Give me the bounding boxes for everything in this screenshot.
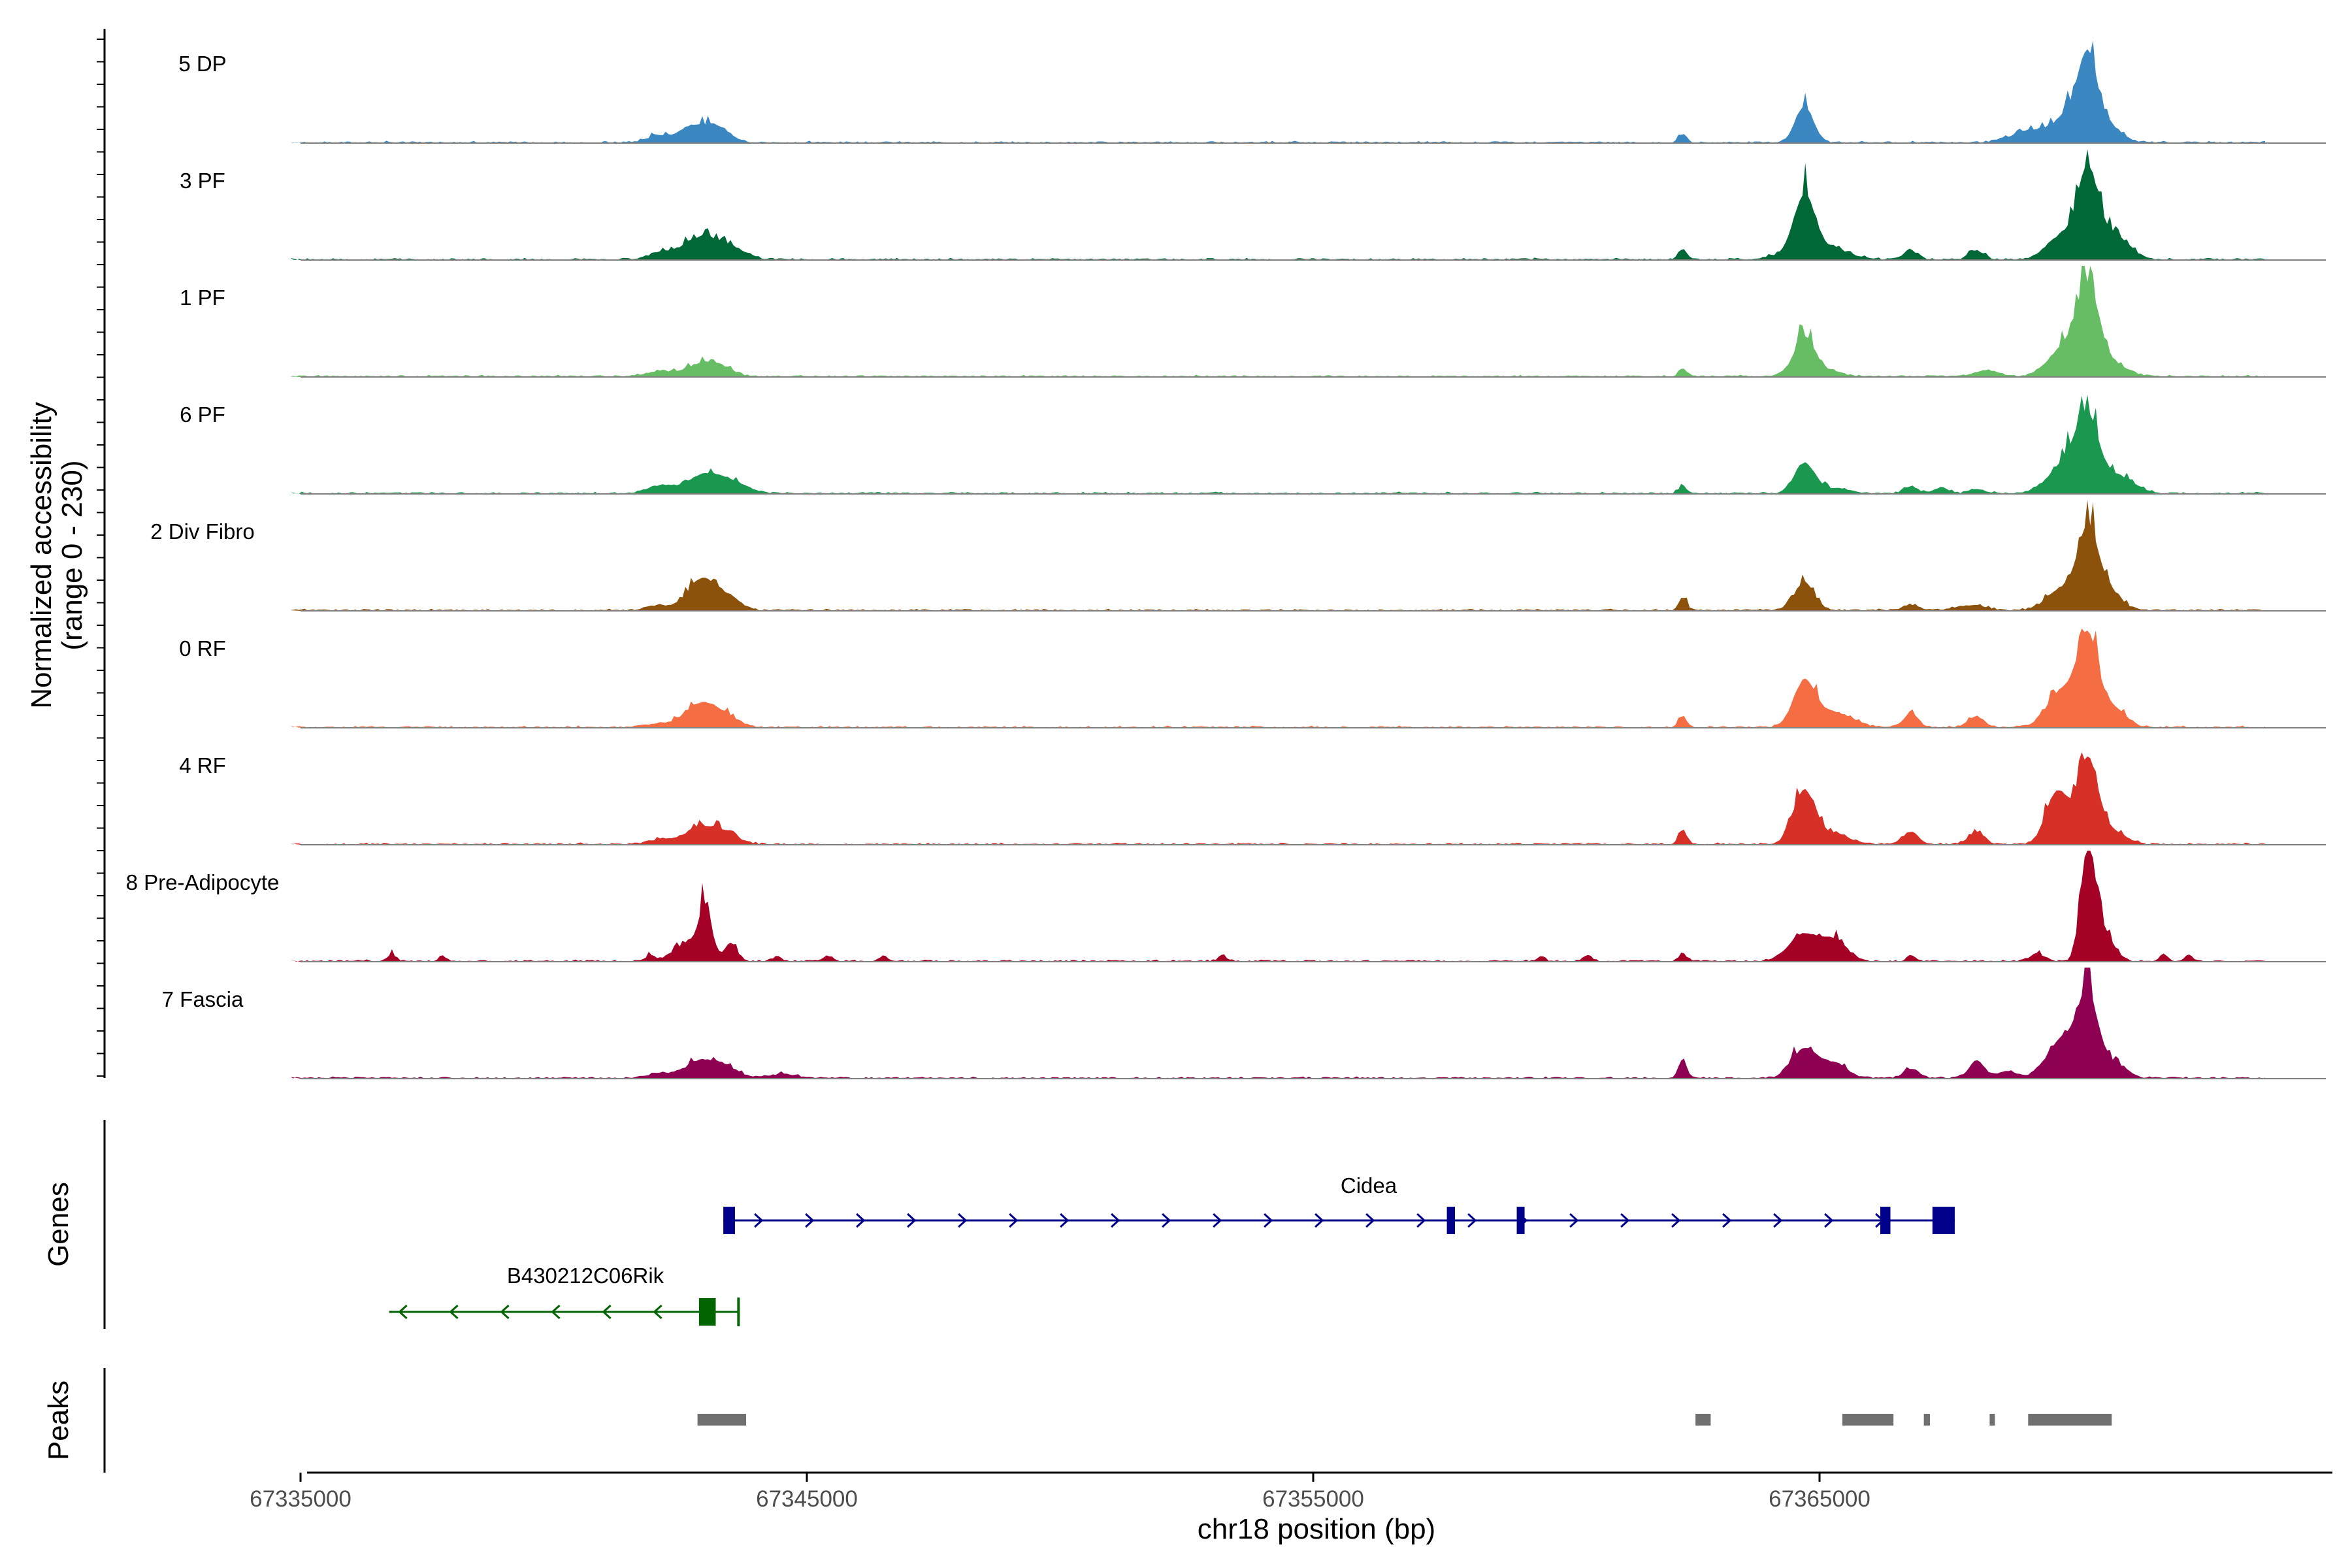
track-label: 8 Pre-Adipocyte [126, 870, 280, 894]
panel-frames: Normalized accessibility(range 0 - 230) G… [25, 29, 106, 1473]
peak-region [1989, 1414, 1995, 1426]
track-label: 6 PF [180, 402, 225, 427]
peak-region [697, 1414, 746, 1426]
x-axis-title: chr18 position (bp) [1198, 1513, 1435, 1545]
track-label: 4 RF [179, 753, 226, 777]
strand-arrow-icon [1162, 1213, 1171, 1228]
exon-block [1446, 1207, 1455, 1234]
track-1-pf: 1 PF [180, 266, 2326, 378]
peaks-panel-label: Peaks [42, 1380, 74, 1460]
coverage-area [290, 968, 2265, 1079]
coverage-area [290, 266, 2265, 377]
strand-arrow-icon [1569, 1213, 1579, 1228]
track-label: 2 Div Fibro [150, 519, 255, 544]
strand-arrow-icon [958, 1213, 968, 1228]
genes-panel-label: Genes [42, 1182, 74, 1267]
strand-arrow-icon [398, 1304, 408, 1320]
track-0-rf: 0 RF [179, 629, 2326, 728]
strand-arrow-icon [1060, 1213, 1070, 1228]
strand-arrow-icon [1213, 1213, 1222, 1228]
strand-arrow-icon [653, 1304, 662, 1320]
x-tick-label: 67355000 [1262, 1486, 1364, 1512]
strand-arrow-icon [449, 1304, 459, 1320]
strand-arrow-icon [551, 1304, 561, 1320]
strand-arrow-icon [1315, 1213, 1324, 1228]
strand-arrow-icon [805, 1213, 815, 1228]
coverage-area [290, 629, 2265, 728]
x-tick-label: 67365000 [1769, 1486, 1870, 1512]
gene-label: B430212C06Rik [507, 1264, 664, 1288]
peak-region [1923, 1414, 1930, 1426]
gene-label: Cidea [1341, 1173, 1397, 1198]
strand-arrow-icon [1111, 1213, 1120, 1228]
x-tick-label: 67335000 [250, 1486, 351, 1512]
track-label: 1 PF [180, 286, 225, 310]
coverage-area [290, 851, 2265, 962]
track-4-rf: 4 RF [179, 752, 2326, 845]
strand-arrow-icon [1467, 1213, 1477, 1228]
strand-arrow-icon [1824, 1213, 1834, 1228]
y-axis-subtitle: (range 0 - 230) [56, 460, 88, 650]
exon-block [723, 1207, 735, 1234]
track-label: 0 RF [179, 636, 226, 661]
exon-block [1880, 1207, 1891, 1234]
strand-arrow-icon [1773, 1213, 1783, 1228]
track-6-pf: 6 PF [180, 394, 2326, 495]
peak-region [1695, 1414, 1711, 1426]
track-label: 3 PF [180, 169, 225, 193]
track-8-pre-adipocyte: 8 Pre-Adipocyte [126, 851, 2326, 962]
strand-arrow-icon [1264, 1213, 1273, 1228]
strand-arrow-icon [856, 1213, 866, 1228]
strand-arrow-icon [1009, 1213, 1019, 1228]
strand-arrow-icon [500, 1304, 510, 1320]
peak-region [2028, 1414, 2112, 1426]
exon-block [698, 1298, 716, 1326]
track-2-div-fibro: 2 Div Fibro [150, 500, 2326, 612]
coverage-area [290, 149, 2265, 260]
strand-arrow-icon [602, 1304, 612, 1320]
coverage-area [290, 41, 2265, 143]
x-tick-label: 67345000 [756, 1486, 858, 1512]
peak-region [1842, 1414, 1894, 1426]
strand-arrow-icon [754, 1213, 764, 1228]
strand-arrow-icon [1722, 1213, 1732, 1228]
strand-arrow-icon [1365, 1213, 1375, 1228]
strand-arrow-icon [1671, 1213, 1681, 1228]
track-label: 7 Fascia [162, 987, 244, 1011]
strand-arrow-icon [1416, 1213, 1426, 1228]
coverage-area [290, 752, 2265, 845]
gene-cidea: Cidea [723, 1173, 1955, 1234]
gene-annotation-panel: Cidea B430212C06Rik [389, 1173, 1955, 1326]
x-axis: 67335000 67345000 67355000 67365000 chr18 po… [250, 1471, 2332, 1545]
peak-annotation-panel [697, 1414, 2112, 1426]
exon-block [1516, 1207, 1525, 1234]
exon-block [1932, 1207, 1955, 1234]
track-label: 5 DP [178, 52, 226, 76]
coverage-area [290, 500, 2265, 611]
coverage-area [290, 394, 2265, 494]
coverage-tracks: 5 DP 3 PF 1 PF 6 PF 2 Div Fibro 0 RF 4 RF 8 Pre… [126, 41, 2326, 1079]
strand-arrow-icon [1620, 1213, 1630, 1228]
track-5-dp: 5 DP [178, 41, 2326, 144]
track-3-pf: 3 PF [180, 149, 2326, 261]
y-axis-title: Normalized accessibility [25, 402, 57, 708]
gene-b430212c06rik: B430212C06Rik [389, 1264, 740, 1326]
track-7-fascia: 7 Fascia [162, 968, 2326, 1079]
strand-arrow-icon [907, 1213, 917, 1228]
